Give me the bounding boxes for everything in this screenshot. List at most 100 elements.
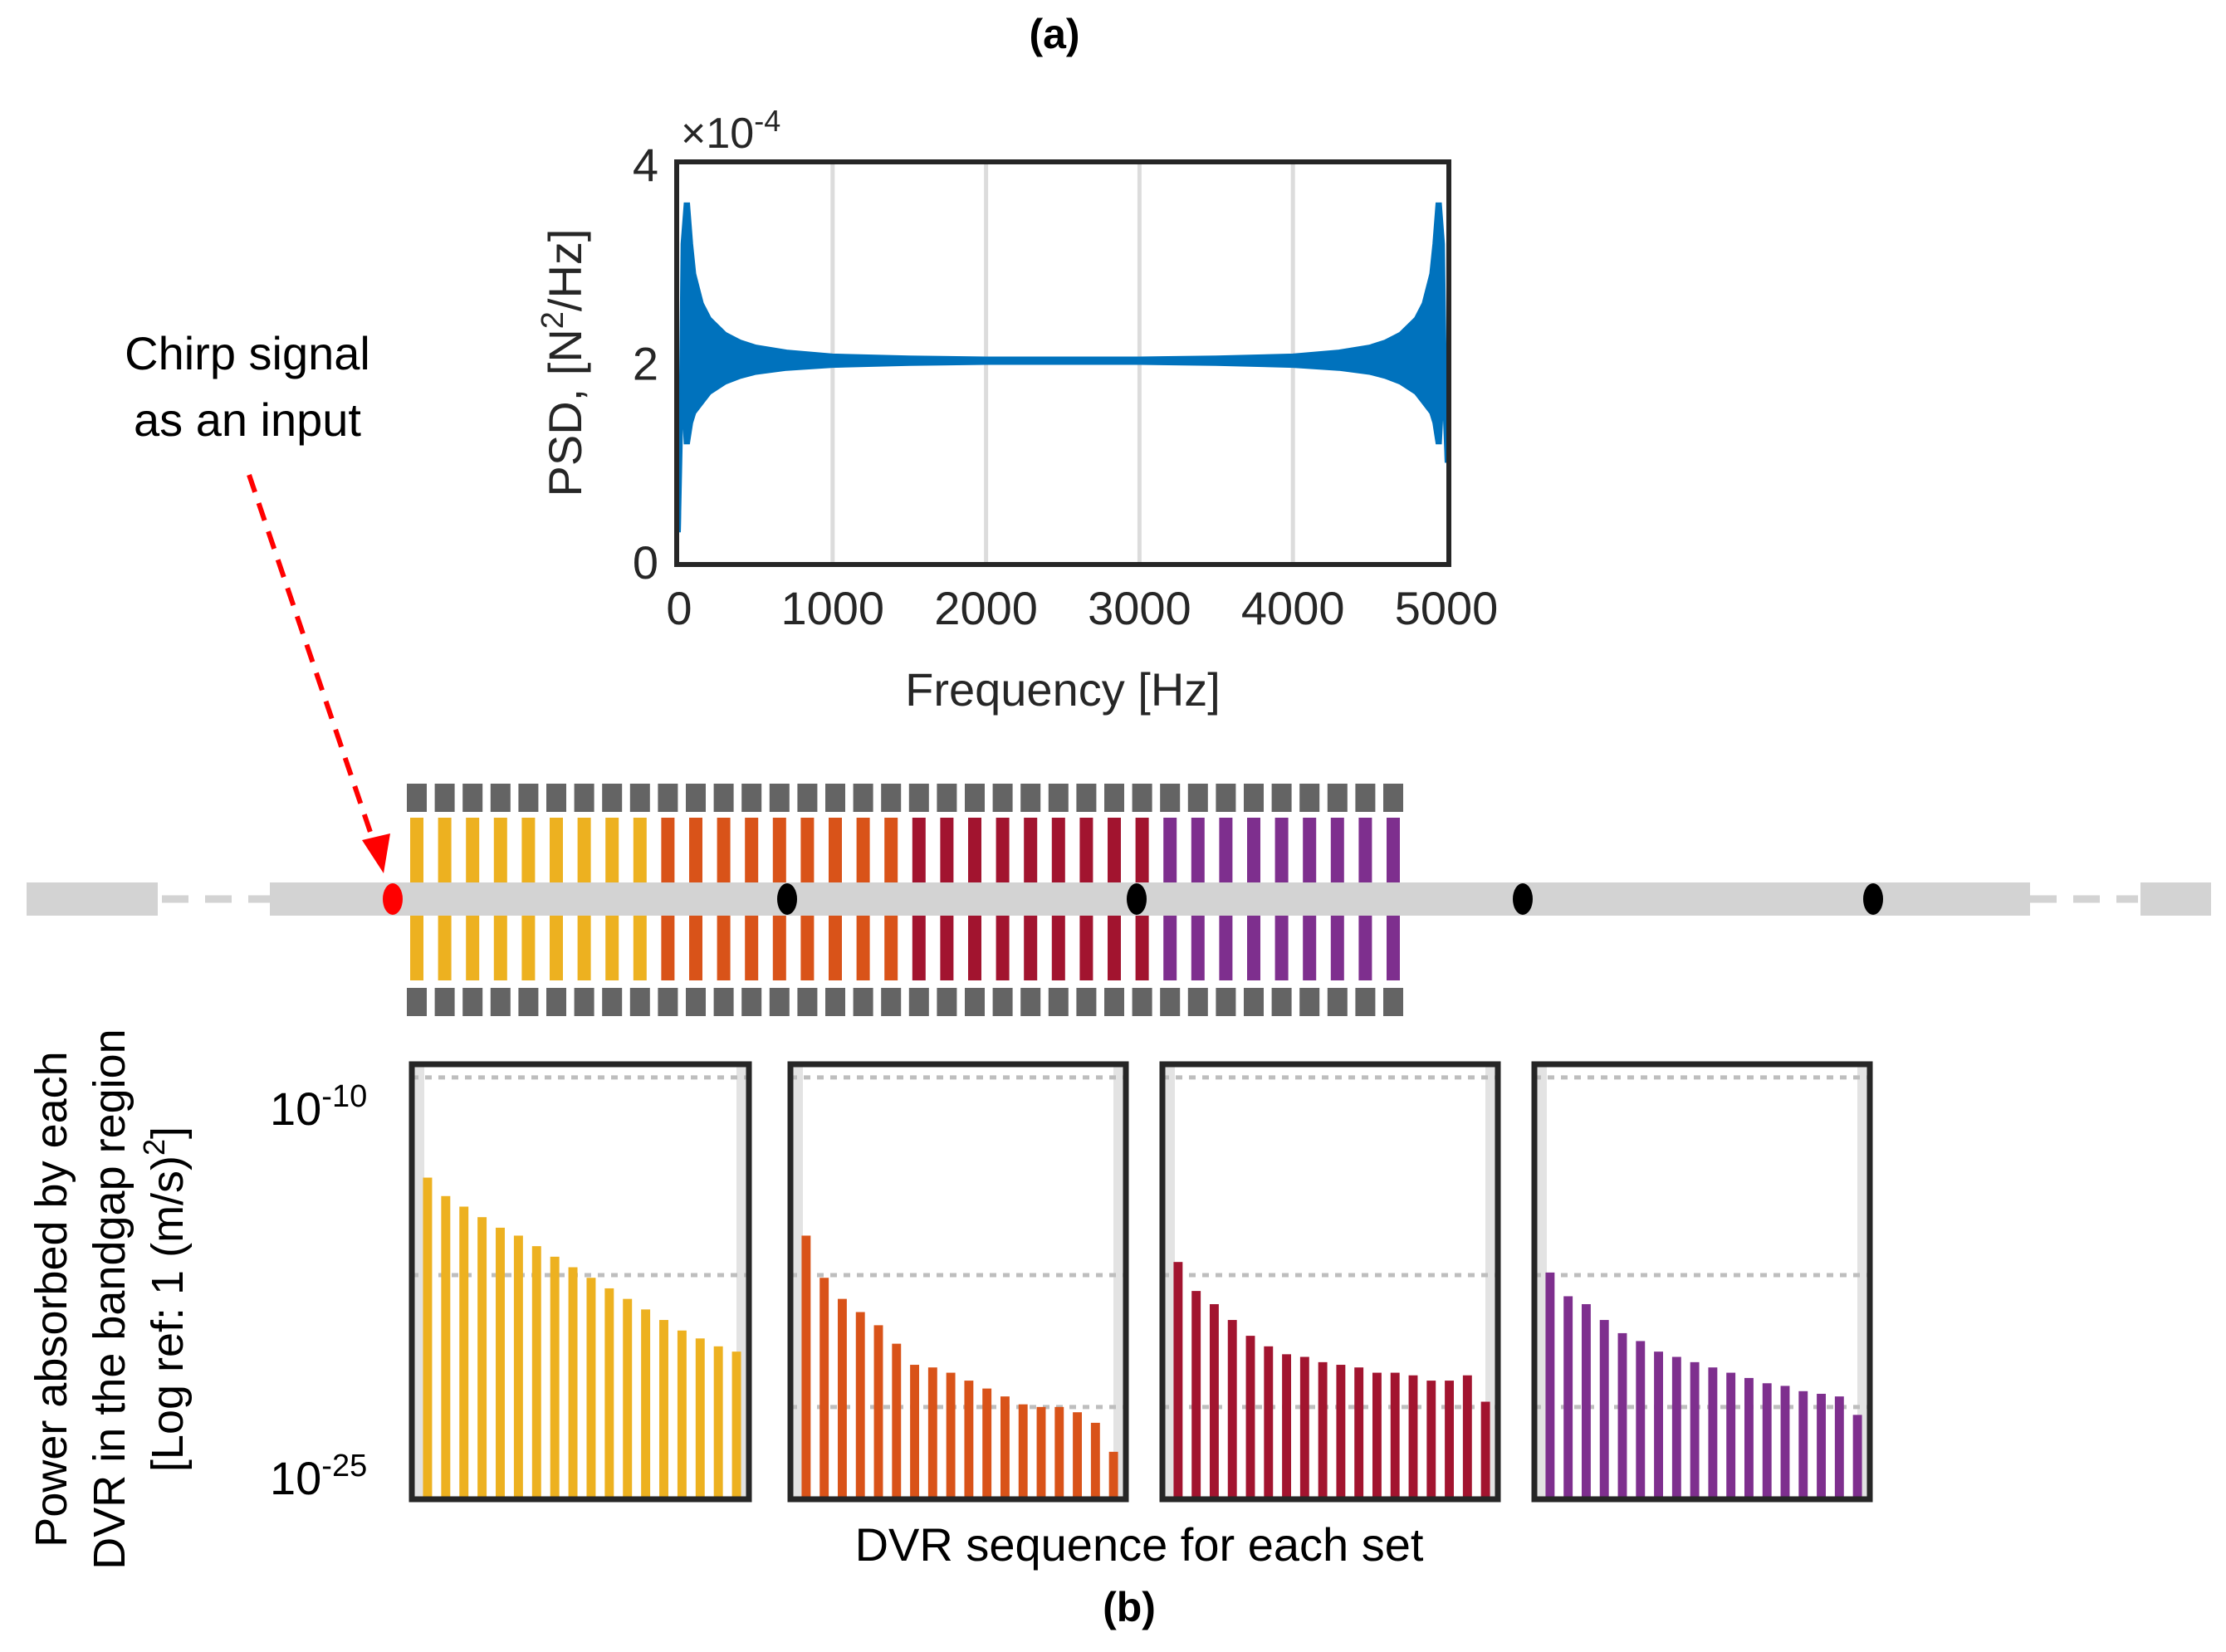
resonator-mass-bottom [658, 988, 678, 1016]
bar-2-4 [855, 1312, 865, 1499]
psd-x-tick-label: 4000 [1241, 582, 1345, 634]
bar-4-2 [1563, 1296, 1573, 1499]
resonator-mass-bottom [1383, 988, 1403, 1016]
annotation-arrow [247, 474, 390, 873]
bar-2-18 [1108, 1451, 1118, 1499]
bar-2-3 [838, 1298, 847, 1499]
set-joint-dot [1863, 883, 1883, 915]
bar-panel-frame [1531, 1061, 1873, 1503]
bar-3-7 [1282, 1354, 1291, 1499]
resonator-stem-top [493, 818, 507, 882]
resonator-stem-top [1387, 818, 1400, 882]
bar-2-5 [873, 1325, 883, 1499]
bar-panels [409, 1061, 1873, 1503]
psd-y-axis-label: PSD, [N2/Hz] [536, 229, 591, 497]
bar-2-16 [1073, 1412, 1082, 1499]
resonator-stem-bottom [521, 916, 536, 980]
resonator-mass-top [908, 784, 929, 812]
set-joint-dot [777, 883, 797, 915]
bar-4-3 [1582, 1303, 1591, 1499]
bar-4-17 [1834, 1396, 1844, 1499]
resonator-mass-top [1383, 784, 1403, 812]
bar-1-4 [477, 1217, 487, 1499]
resonator-stem-bottom [661, 916, 675, 980]
bar-3-18 [1480, 1401, 1490, 1499]
resonator-stem-bottom [800, 916, 815, 980]
bar-1-8 [550, 1256, 560, 1499]
bar-y-axis-label-line-2: DVR in the bandgap region [85, 1029, 135, 1569]
resonator-mass-top [992, 784, 1013, 812]
resonator-mass-bottom [1244, 988, 1264, 1016]
resonator-stem-bottom [940, 916, 954, 980]
bar-3-15 [1426, 1381, 1436, 1499]
resonator-mass-top [434, 784, 455, 812]
resonator-stem-bottom [1387, 916, 1400, 980]
resonator-mass-top [1271, 784, 1292, 812]
resonator-mass-bottom [629, 988, 650, 1016]
resonator-stem-bottom [1163, 916, 1177, 980]
resonator-stem-bottom [884, 916, 898, 980]
resonator-mass-bottom [1104, 988, 1124, 1016]
resonator-mass-top [741, 784, 762, 812]
panel-b-label: (b) [1103, 1584, 1156, 1630]
resonator-stem-bottom [493, 916, 507, 980]
psd-chart: 0 1000 2000 3000 4000 5000 0 2 4 ×10-4 Frequenc… [536, 104, 1498, 716]
resonator-mass-bottom [407, 988, 427, 1016]
resonator-mass-top [1244, 784, 1264, 812]
bar-2-13 [1018, 1404, 1028, 1499]
resonator-stem-top [912, 818, 926, 882]
resonator-stem-bottom [466, 916, 480, 980]
resonator-mass-top [881, 784, 902, 812]
resonator-mass-bottom [1299, 988, 1320, 1016]
resonator-mass-top [937, 784, 957, 812]
resonator-stem-bottom [745, 916, 759, 980]
bar-panel-3 [1159, 1061, 1501, 1503]
resonator-mass-bottom [1271, 988, 1292, 1016]
resonator-mass-top [407, 784, 427, 812]
resonator-stem-top [884, 818, 898, 882]
bar-1-12 [623, 1298, 633, 1499]
set-joint-dot [1127, 883, 1147, 915]
resonator-mass-top [965, 784, 985, 812]
bar-4-9 [1690, 1361, 1700, 1499]
resonator-mass-top [1355, 784, 1376, 812]
resonator-stem-bottom [717, 916, 731, 980]
bar-1-11 [604, 1288, 614, 1499]
resonator-stem-top [1247, 818, 1260, 882]
annotation-arrow-head [362, 833, 390, 873]
resonator-mass-top [1327, 784, 1348, 812]
resonator-mass-top [1216, 784, 1236, 812]
bar-2-11 [982, 1388, 992, 1499]
bar-3-2 [1191, 1291, 1201, 1499]
resonator-mass-bottom [937, 988, 957, 1016]
resonator-stem-top [1108, 818, 1121, 882]
bar-4-16 [1817, 1393, 1826, 1499]
resonator-stem-bottom [1330, 916, 1344, 980]
resonator-stem-bottom [410, 916, 423, 980]
set-joint-dot [1513, 883, 1533, 915]
resonator-mass-bottom [1048, 988, 1069, 1016]
psd-x-tick-label: 2000 [934, 582, 1038, 634]
resonator-stem-bottom [856, 916, 870, 980]
resonator-mass-top [1020, 784, 1041, 812]
resonator-stem-bottom [1274, 916, 1289, 980]
bar-x-axis-label: DVR sequence for each set [855, 1518, 1424, 1571]
psd-series-line-0 [678, 202, 1448, 533]
bar-4-5 [1617, 1332, 1627, 1499]
resonator-mass-bottom [853, 988, 873, 1016]
resonator-mass-top [1104, 784, 1124, 812]
resonator-stem-top [1191, 818, 1205, 882]
bar-3-3 [1210, 1303, 1219, 1499]
resonator-mass-bottom [518, 988, 539, 1016]
bar-1-16 [695, 1338, 705, 1499]
resonator-mass-bottom [462, 988, 483, 1016]
bar-3-10 [1336, 1365, 1346, 1499]
bar-4-1 [1545, 1272, 1555, 1499]
psd-x-axis-label: Frequency [Hz] [905, 663, 1221, 716]
bar-3-14 [1408, 1375, 1418, 1499]
resonator-stem-bottom [912, 916, 926, 980]
resonator-stem-bottom [1135, 916, 1149, 980]
bar-4-10 [1708, 1367, 1718, 1499]
resonator-stem-top [410, 818, 423, 882]
